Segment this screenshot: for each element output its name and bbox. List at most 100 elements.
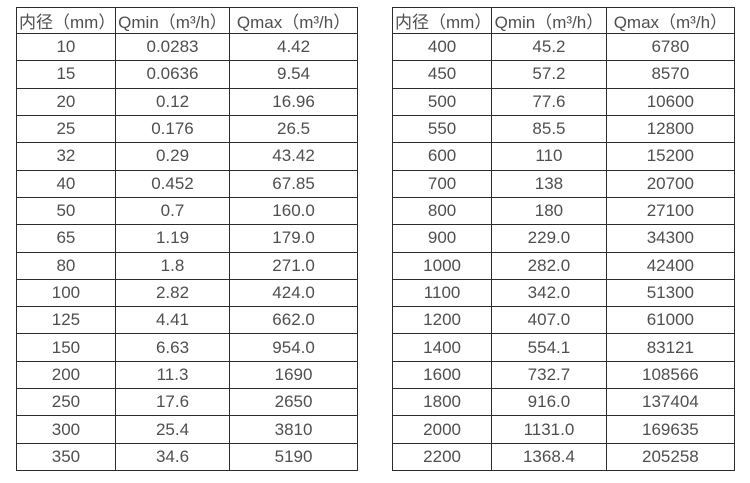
- table-row: 1800 916.0 137404: [391, 388, 736, 417]
- table-cell: 65: [16, 224, 116, 253]
- table-cell: 250: [16, 388, 116, 417]
- header-row: 内径（mm） Qmin（m³/h） Qmax（m³/h）: [391, 7, 736, 34]
- table-row: 1100 342.0 51300: [391, 278, 736, 308]
- table-cell: 662.0: [229, 306, 358, 335]
- table-row: 800 180 27100: [391, 196, 736, 226]
- table-cell: 1690: [229, 360, 358, 390]
- table-cell: 205258: [605, 442, 736, 472]
- table-cell: 67.85: [229, 169, 358, 198]
- table-cell: 407.0: [491, 306, 607, 335]
- table-row: 600 110 15200: [391, 142, 736, 171]
- table-cell: 550: [391, 114, 493, 144]
- table-row: 250 17.6 2650: [16, 388, 358, 417]
- table-row: 2000 1131.0 169635: [391, 415, 736, 444]
- table-row: 1400 554.1 83121: [391, 333, 736, 362]
- table-cell: 916.0: [491, 388, 607, 417]
- table-cell: 11.3: [114, 360, 231, 390]
- table-cell: 85.5: [491, 114, 607, 144]
- table-cell: 1200: [391, 306, 493, 335]
- table-row: 450 57.2 8570: [391, 60, 736, 89]
- table-row: 300 25.4 3810: [16, 415, 358, 444]
- table-cell: 32: [16, 142, 116, 171]
- table-cell: 2200: [391, 442, 493, 472]
- table-cell: 108566: [605, 360, 736, 390]
- table-row: 400 45.2 6780: [391, 32, 736, 62]
- table-cell: 50: [16, 196, 116, 226]
- table-cell: 150: [16, 333, 116, 362]
- table-cell: 500: [391, 87, 493, 116]
- table-cell: 0.452: [114, 169, 231, 198]
- table-row: 125 4.41 662.0: [16, 306, 358, 335]
- table-cell: 27100: [605, 196, 736, 226]
- table-row: 10 0.0283 4.42: [16, 32, 358, 62]
- table-cell: 400: [391, 32, 493, 62]
- table-cell: 954.0: [229, 333, 358, 362]
- table-cell: 25.4: [114, 415, 231, 444]
- table-cell: 800: [391, 196, 493, 226]
- table-cell: 0.7: [114, 196, 231, 226]
- table-row: 550 85.5 12800: [391, 114, 736, 144]
- table-cell: 180: [491, 196, 607, 226]
- table-row: 20 0.12 16.96: [16, 87, 358, 116]
- table-row: 700 138 20700: [391, 169, 736, 198]
- table-cell: 1.19: [114, 224, 231, 253]
- table-cell: 700: [391, 169, 493, 198]
- table-cell: 2.82: [114, 278, 231, 308]
- table-cell: 0.176: [114, 114, 231, 144]
- table-row: 500 77.6 10600: [391, 87, 736, 116]
- table-row: 25 0.176 26.5: [16, 114, 358, 144]
- table-cell: 25: [16, 114, 116, 144]
- table-cell: 9.54: [229, 60, 358, 89]
- table-cell: 42400: [605, 251, 736, 280]
- table-cell: 57.2: [491, 60, 607, 89]
- table-cell: 100: [16, 278, 116, 308]
- table-row: 40 0.452 67.85: [16, 169, 358, 198]
- table-row: 900 229.0 34300: [391, 224, 736, 253]
- table-cell: 34300: [605, 224, 736, 253]
- table-cell: 138: [491, 169, 607, 198]
- table-cell: 6.63: [114, 333, 231, 362]
- table-cell: 51300: [605, 278, 736, 308]
- table-cell: 12800: [605, 114, 736, 144]
- table-cell: 271.0: [229, 251, 358, 280]
- table-cell: 160.0: [229, 196, 358, 226]
- table-row: 1600 732.7 108566: [391, 360, 736, 390]
- table-cell: 6780: [605, 32, 736, 62]
- table-cell: 2000: [391, 415, 493, 444]
- table-cell: 450: [391, 60, 493, 89]
- table-cell: 125: [16, 306, 116, 335]
- table-cell: 83121: [605, 333, 736, 362]
- table-row: 2200 1368.4 205258: [391, 442, 736, 472]
- table-cell: 45.2: [491, 32, 607, 62]
- column-header: Qmax（m³/h）: [605, 7, 736, 34]
- table-cell: 1400: [391, 333, 493, 362]
- column-header: Qmin（m³/h）: [114, 7, 231, 34]
- table-row: 32 0.29 43.42: [16, 142, 358, 171]
- column-header: 内径（mm）: [391, 7, 493, 34]
- table-cell: 1.8: [114, 251, 231, 280]
- table-cell: 1800: [391, 388, 493, 417]
- table-cell: 169635: [605, 415, 736, 444]
- table-cell: 77.6: [491, 87, 607, 116]
- table-cell: 229.0: [491, 224, 607, 253]
- column-header: Qmax（m³/h）: [229, 7, 358, 34]
- table-cell: 4.42: [229, 32, 358, 62]
- table-cell: 600: [391, 142, 493, 171]
- flow-spec-table-small-diameters: 内径（mm） Qmin（m³/h） Qmax（m³/h） 10 0.0283 4.42 15…: [16, 7, 358, 472]
- table-cell: 1100: [391, 278, 493, 308]
- table-cell: 16.96: [229, 87, 358, 116]
- table-cell: 1368.4: [491, 442, 607, 472]
- table-cell: 80: [16, 251, 116, 280]
- table-cell: 424.0: [229, 278, 358, 308]
- column-header: 内径（mm）: [16, 7, 116, 34]
- table-cell: 0.29: [114, 142, 231, 171]
- table-cell: 5190: [229, 442, 358, 472]
- table-cell: 43.42: [229, 142, 358, 171]
- table-cell: 137404: [605, 388, 736, 417]
- table-cell: 732.7: [491, 360, 607, 390]
- table-cell: 2650: [229, 388, 358, 417]
- table-row: 15 0.0636 9.54: [16, 60, 358, 89]
- table-cell: 3810: [229, 415, 358, 444]
- table-cell: 0.12: [114, 87, 231, 116]
- header-row: 内径（mm） Qmin（m³/h） Qmax（m³/h）: [16, 7, 358, 34]
